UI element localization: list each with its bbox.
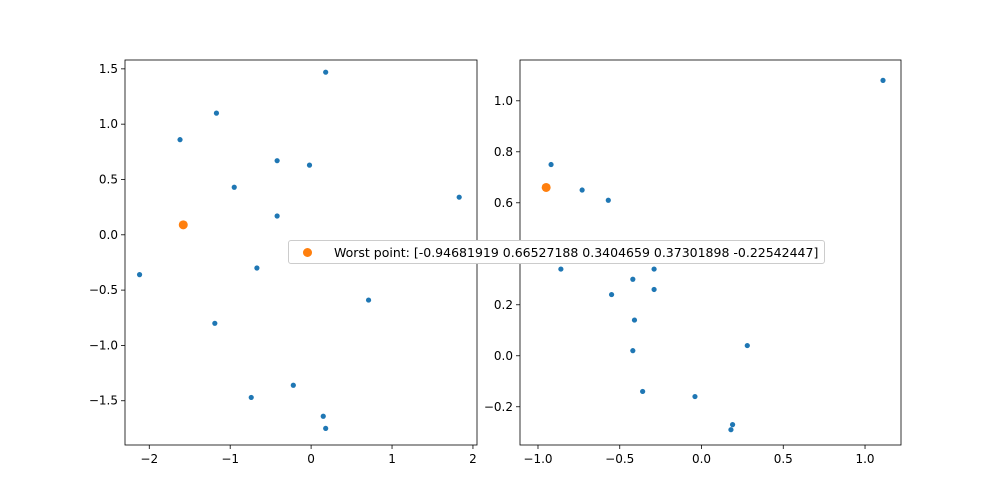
data-point	[880, 77, 886, 83]
y-tick-label: 0.6	[494, 196, 513, 210]
data-point	[248, 394, 254, 401]
worst-point	[541, 182, 551, 192]
data-point	[213, 110, 220, 116]
y-tick-label: −1.0	[89, 338, 118, 352]
data-point	[630, 276, 636, 282]
data-point	[177, 137, 183, 143]
data-point	[136, 272, 143, 278]
x-tick-label: 0	[307, 452, 315, 466]
y-tick-label: 0.0	[494, 349, 513, 363]
data-point	[323, 69, 329, 75]
data-point	[290, 382, 296, 388]
data-point	[274, 158, 280, 164]
y-tick-label: 1.0	[99, 117, 118, 131]
x-tick-label: −1.0	[523, 452, 552, 466]
x-tick-label: −2	[140, 452, 158, 466]
data-point	[306, 162, 313, 168]
y-tick-label: −0.2	[484, 400, 513, 414]
data-point	[608, 291, 615, 298]
y-tick-label: −1.5	[89, 394, 118, 408]
y-tick-label: 0.0	[99, 228, 118, 242]
data-point	[744, 342, 750, 349]
data-point	[640, 388, 646, 395]
x-tick-label: 1.0	[855, 452, 874, 466]
y-tick-label: 1.0	[494, 94, 513, 108]
data-point	[651, 286, 657, 293]
data-point	[365, 297, 372, 303]
data-point	[692, 393, 698, 400]
data-point	[274, 213, 280, 219]
data-point	[558, 266, 564, 272]
data-point	[651, 266, 657, 272]
x-tick-label: −1	[221, 452, 239, 466]
y-tick-label: −0.5	[89, 283, 118, 297]
y-tick-label: 1.5	[99, 62, 118, 76]
y-tick-label: 0.2	[494, 298, 513, 312]
data-point	[579, 187, 585, 193]
data-point	[212, 320, 218, 326]
data-point	[320, 413, 326, 419]
x-tick-label: 0.5	[774, 452, 793, 466]
data-point	[254, 265, 260, 271]
y-tick-label: 0.5	[99, 172, 118, 186]
x-tick-label: 0.0	[692, 452, 711, 466]
subplot-1: −2 −1 0 1 2 −1.5 −1.0 −0.5 0.0 0.5 1.0 1.5	[89, 59, 478, 466]
data-point	[630, 348, 636, 354]
data-point	[729, 422, 736, 428]
data-point	[605, 197, 611, 203]
legend-label: Worst point: [-0.94681919 0.66527188 0.3…	[334, 244, 819, 260]
x-tick-label: 1	[388, 452, 396, 466]
x-tick-label: 2	[469, 452, 477, 466]
data-point	[548, 161, 554, 168]
y-tick-label: 0.8	[494, 145, 513, 159]
legend: Worst point: [-0.94681919 0.66527188 0.3…	[288, 240, 826, 264]
data-point	[323, 425, 329, 432]
subplot-2: −1.0−0.50.00.51.0−0.20.00.20.40.60.81.0	[484, 59, 902, 466]
worst-point	[178, 220, 188, 230]
x-tick-label: −0.5	[605, 452, 634, 466]
data-point	[456, 194, 462, 200]
data-point	[231, 184, 237, 190]
legend-marker-worst-point	[303, 247, 312, 257]
data-point	[631, 317, 638, 323]
data-point	[728, 427, 734, 433]
